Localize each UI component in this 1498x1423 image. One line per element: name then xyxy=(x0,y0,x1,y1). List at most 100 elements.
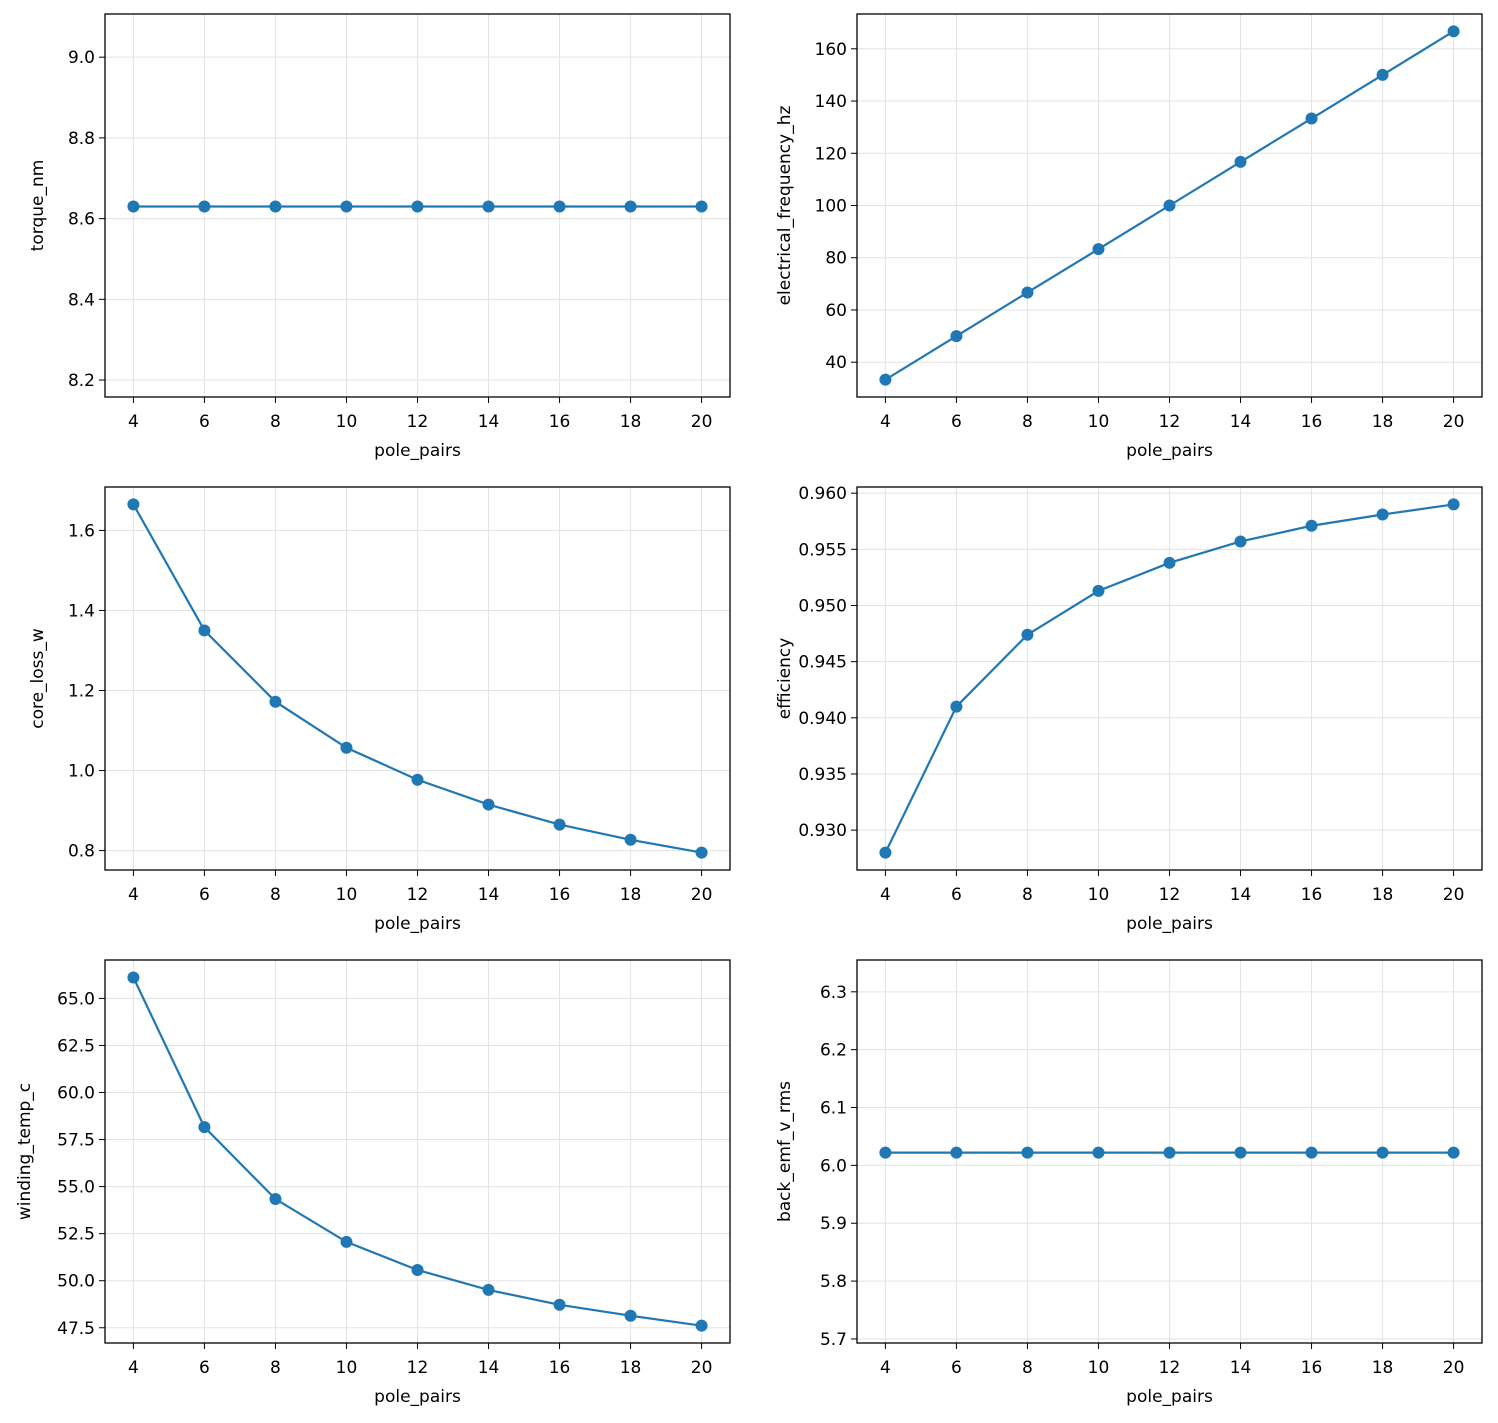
x-tick-label: 12 xyxy=(407,1358,429,1378)
plot-frame xyxy=(856,959,1483,1344)
subplot: 4 6 8 10 12 14 16 18 20 40 60 80 100 120 140 160 pole_pa… xyxy=(775,13,1483,461)
x-axis-label: pole_pairs xyxy=(1126,914,1213,934)
y-tick-label: 0.930 xyxy=(798,821,847,841)
x-tick-label: 10 xyxy=(336,885,358,905)
y-tick-label: 0.955 xyxy=(798,540,847,560)
subplot: 4 6 8 10 12 14 16 18 20 0.8 1.0 1.2 1.4 1.6 pole_pairs… xyxy=(28,486,731,934)
data-point xyxy=(198,200,211,213)
y-tick-label: 8.8 xyxy=(68,129,95,149)
plot-frame xyxy=(104,959,731,1344)
y-tick-label: 52.5 xyxy=(57,1225,95,1245)
x-tick-label: 16 xyxy=(1301,412,1323,432)
data-point xyxy=(340,200,353,213)
data-point xyxy=(269,695,282,708)
x-tick-label: 14 xyxy=(478,1358,500,1378)
y-tick-label: 6.2 xyxy=(820,1041,847,1061)
y-tick-label: 0.8 xyxy=(68,842,95,862)
data-point xyxy=(1092,1146,1105,1159)
y-tick-label: 5.7 xyxy=(820,1330,847,1350)
x-tick-label: 10 xyxy=(1088,1358,1110,1378)
data-point xyxy=(1376,1146,1389,1159)
y-tick-label: 1.2 xyxy=(68,682,95,702)
data-point xyxy=(1447,1146,1460,1159)
data-point xyxy=(482,1283,495,1296)
data-point xyxy=(950,330,963,343)
data-point xyxy=(127,971,140,984)
data-point xyxy=(340,1235,353,1248)
data-point xyxy=(411,773,424,786)
x-tick-label: 12 xyxy=(407,885,429,905)
x-tick-label: 18 xyxy=(1372,1358,1394,1378)
y-tick-label: 8.6 xyxy=(68,210,95,230)
y-axis-label: back_emf_v_rms xyxy=(775,1081,795,1222)
y-tick-label: 80 xyxy=(825,249,847,269)
subplot: 4 6 8 10 12 14 16 18 20 47.5 50.0 52.5 55.0 57.5 60.0 6… xyxy=(15,959,731,1407)
x-tick-label: 20 xyxy=(1443,885,1465,905)
x-tick-label: 4 xyxy=(880,1358,891,1378)
x-tick-label: 18 xyxy=(620,412,642,432)
data-point xyxy=(1021,1146,1034,1159)
x-tick-label: 16 xyxy=(549,412,571,432)
data-point xyxy=(950,700,963,713)
x-tick-label: 4 xyxy=(880,885,891,905)
y-tick-label: 8.2 xyxy=(68,371,95,391)
data-point xyxy=(1021,286,1034,299)
y-tick-label: 5.8 xyxy=(820,1272,847,1292)
x-tick-label: 10 xyxy=(1088,885,1110,905)
data-point xyxy=(1447,498,1460,511)
x-tick-label: 6 xyxy=(951,885,962,905)
x-tick-label: 8 xyxy=(1022,412,1033,432)
x-axis-label: pole_pairs xyxy=(374,914,461,934)
x-tick-label: 12 xyxy=(1159,412,1181,432)
plot-frame xyxy=(856,13,1483,398)
y-tick-label: 100 xyxy=(815,197,847,217)
y-tick-label: 8.4 xyxy=(68,290,95,310)
data-point xyxy=(127,200,140,213)
data-point xyxy=(269,1193,282,1206)
data-point xyxy=(482,200,495,213)
subplot: 4 6 8 10 12 14 16 18 20 0.930 0.935 0.940 0.945 0.950… xyxy=(775,484,1483,934)
x-tick-label: 18 xyxy=(1372,885,1394,905)
data-point xyxy=(269,200,282,213)
x-tick-label: 20 xyxy=(1443,412,1465,432)
x-tick-label: 8 xyxy=(270,885,281,905)
y-tick-label: 6.3 xyxy=(820,983,847,1003)
data-point xyxy=(950,1146,963,1159)
data-point xyxy=(1092,584,1105,597)
y-tick-label: 1.6 xyxy=(68,521,95,541)
data-point xyxy=(624,200,637,213)
data-point xyxy=(553,200,566,213)
x-tick-label: 10 xyxy=(1088,412,1110,432)
x-axis-label: pole_pairs xyxy=(1126,1387,1213,1407)
y-tick-label: 140 xyxy=(815,92,847,112)
y-axis-label: winding_temp_c xyxy=(15,1083,35,1220)
y-tick-label: 5.9 xyxy=(820,1214,847,1234)
x-tick-label: 4 xyxy=(128,885,139,905)
data-point xyxy=(879,846,892,859)
x-tick-label: 14 xyxy=(478,412,500,432)
data-point xyxy=(1092,243,1105,256)
data-point xyxy=(1376,68,1389,81)
y-axis-label: core_loss_w xyxy=(28,628,48,729)
x-tick-label: 6 xyxy=(951,412,962,432)
x-tick-label: 6 xyxy=(951,1358,962,1378)
data-point xyxy=(1163,556,1176,569)
y-tick-label: 1.4 xyxy=(68,601,95,621)
subplot: 4 6 8 10 12 14 16 18 20 8.2 8.4 8.6 8.8 9.0 pole_pairs… xyxy=(28,13,731,461)
x-tick-label: 18 xyxy=(620,1358,642,1378)
y-tick-label: 40 xyxy=(825,353,847,373)
data-point xyxy=(1305,1146,1318,1159)
y-axis-label: electrical_frequency_hz xyxy=(775,106,795,306)
y-tick-label: 0.960 xyxy=(798,484,847,504)
y-tick-label: 160 xyxy=(815,40,847,60)
y-tick-label: 62.5 xyxy=(57,1036,95,1056)
y-tick-label: 6.0 xyxy=(820,1156,847,1176)
x-tick-label: 16 xyxy=(1301,885,1323,905)
x-tick-label: 6 xyxy=(199,1358,210,1378)
y-tick-label: 120 xyxy=(815,144,847,164)
y-tick-label: 47.5 xyxy=(57,1319,95,1339)
y-tick-label: 57.5 xyxy=(57,1131,95,1151)
y-tick-label: 6.1 xyxy=(820,1099,847,1119)
data-point xyxy=(1305,112,1318,125)
